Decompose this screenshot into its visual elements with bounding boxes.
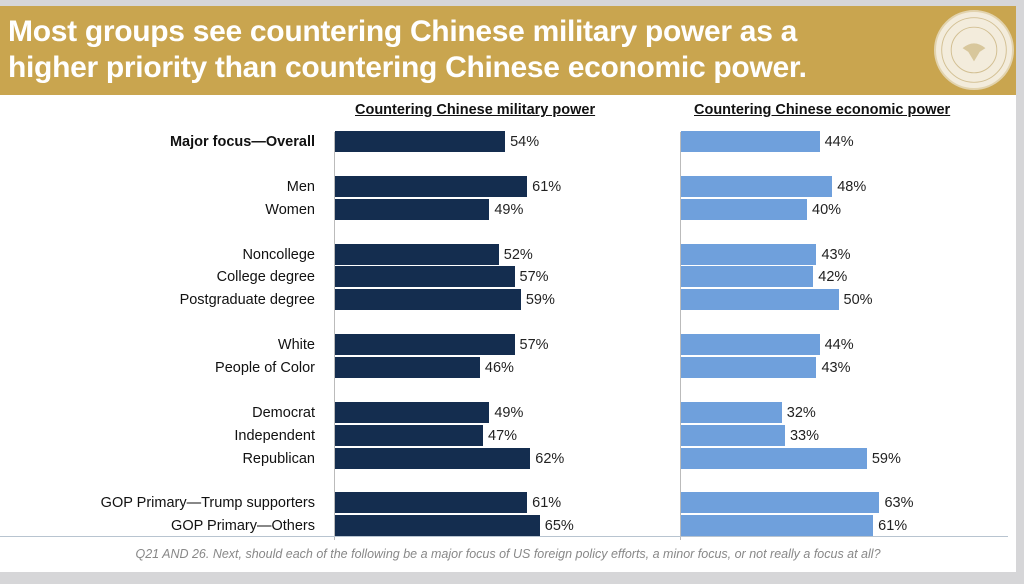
economic-bar [681, 334, 820, 355]
category-label: Postgraduate degree [179, 292, 315, 308]
category-label: Men [286, 179, 315, 195]
category-label: Democrat [252, 405, 315, 421]
title-line-2: higher priority than countering Chinese … [8, 51, 807, 84]
economic-bar [681, 515, 874, 536]
military-bar [335, 334, 515, 355]
military-bar [335, 425, 484, 446]
economic-value-label: 43% [821, 360, 851, 376]
economic-bar [681, 402, 782, 423]
military-value-label: 61% [532, 179, 562, 195]
military-bar [335, 244, 499, 265]
economic-value-label: 33% [789, 428, 819, 444]
economic-value-label: 32% [786, 405, 816, 421]
military-bar [335, 131, 506, 152]
economic-value-label: 48% [837, 179, 867, 195]
economic-bar [681, 492, 880, 513]
economic-bar [681, 357, 817, 378]
military-bar [335, 402, 490, 423]
title-line-1: Most groups see countering Chinese milit… [8, 15, 797, 48]
category-label: Noncollege [242, 247, 315, 263]
military-bar [335, 289, 521, 310]
economic-value-label: 61% [878, 518, 908, 534]
category-label: Major focus—Overall [169, 134, 315, 150]
military-bar [335, 492, 528, 513]
military-bar [335, 357, 480, 378]
economic-value-label: 63% [884, 495, 914, 511]
military-axis [334, 132, 335, 540]
military-value-label: 49% [494, 405, 524, 421]
economic-value-label: 44% [824, 134, 854, 150]
military-value-label: 57% [519, 269, 549, 285]
economic-value-label: 50% [843, 292, 873, 308]
economic-value-label: 59% [871, 451, 901, 467]
footnote: Q21 AND 26. Next, should each of the fol… [135, 547, 881, 561]
military-value-label: 49% [494, 202, 524, 218]
economic-value-label: 43% [821, 247, 851, 263]
economic-value-label: 42% [818, 269, 848, 285]
military-value-label: 47% [488, 428, 518, 444]
economic-column-header: Countering Chinese economic power [694, 102, 951, 118]
economic-axis [680, 132, 681, 540]
category-label: People of Color [215, 360, 315, 376]
category-label: White [277, 337, 315, 353]
economic-value-label: 40% [812, 202, 842, 218]
category-label: GOP Primary—Trump supporters [100, 495, 315, 511]
military-column-header: Countering Chinese military power [355, 102, 596, 118]
economic-bar [681, 199, 807, 220]
economic-bar [681, 266, 814, 287]
category-label: Independent [234, 428, 315, 444]
military-value-label: 62% [535, 451, 565, 467]
category-label: Women [265, 202, 315, 218]
military-value-label: 65% [544, 518, 574, 534]
military-value-label: 46% [484, 360, 514, 376]
header-band: Most groups see countering Chinese milit… [0, 6, 1016, 95]
military-value-label: 57% [519, 337, 549, 353]
military-bar [335, 515, 540, 536]
slide: Most groups see countering Chinese milit… [0, 6, 1016, 572]
economic-bar [681, 425, 785, 446]
category-label: College degree [216, 269, 315, 285]
economic-bar [681, 244, 817, 265]
military-bar [335, 176, 528, 197]
economic-bar [681, 176, 833, 197]
category-label: GOP Primary—Others [171, 518, 315, 534]
military-value-label: 61% [532, 495, 562, 511]
economic-bar [681, 448, 867, 469]
military-bar [335, 199, 490, 220]
economic-value-label: 44% [824, 337, 854, 353]
military-value-label: 52% [503, 247, 533, 263]
military-bar [335, 266, 515, 287]
military-value-label: 59% [525, 292, 555, 308]
slide-title: Most groups see countering Chinese milit… [8, 14, 807, 86]
economic-bar [681, 289, 839, 310]
reagan-foundation-seal-logo [934, 10, 1014, 90]
divider [0, 536, 1008, 537]
economic-bar [681, 131, 820, 152]
category-label: Republican [242, 451, 315, 467]
military-value-label: 54% [510, 134, 540, 150]
military-bar [335, 448, 531, 469]
